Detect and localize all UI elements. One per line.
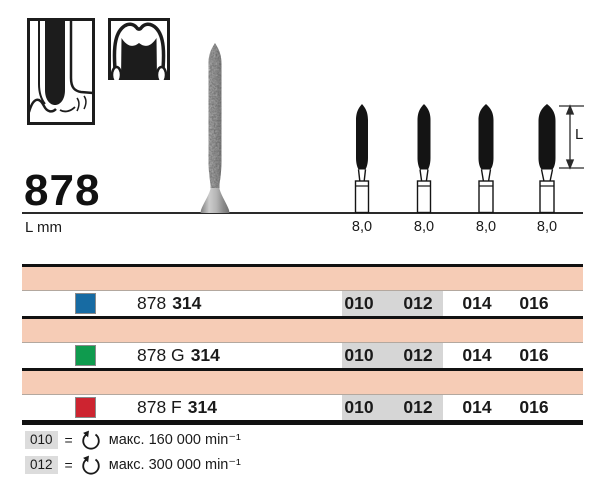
equals-sign: = [64,432,73,448]
dimension-label: L [575,126,584,143]
table-bottom-rule [22,420,583,425]
crown-margin-preparation-icon [27,18,95,125]
occlusal-cross-section-icon [108,18,170,80]
size-cell: 016 [519,293,549,313]
equals-sign: = [64,457,73,473]
baseline-rule [22,212,583,214]
tip-length-value: 8,0 [351,219,373,235]
bur-silhouette-010 [354,104,370,213]
size-cell: 010 [344,345,374,365]
product-code: 878 F 314 [137,397,217,417]
size-cell: 012 [403,293,433,313]
product-code: 878 G 314 [137,345,220,365]
legend-row: 010 = макс. 160 000 min⁻¹ [25,429,241,451]
rotation-ccw-icon [82,455,100,475]
tip-length-value: 8,0 [413,219,435,235]
max-speed-text: макс. 160 000 min⁻¹ [108,432,241,448]
table-row: 878 314 010 012 014 016 [22,291,583,316]
size-highlight-band [342,291,443,316]
size-cell: 016 [519,345,549,365]
bur-silhouette-016 [538,104,556,213]
tip-length-value: 8,0 [536,219,558,235]
rotation-ccw-icon [82,430,100,450]
table-rule [22,316,583,319]
pink-band [22,319,583,342]
pink-band [22,267,583,290]
figure-number: 878 [24,166,101,215]
bur-silhouette-012 [416,104,432,213]
size-cell: 010 [344,293,374,313]
thin-rule [22,290,583,291]
size-cell: 012 [403,345,433,365]
size-cell: 014 [462,397,492,417]
table-rule [22,368,583,371]
table-row: 878 G 314 010 012 014 016 [22,343,583,368]
color-code-square-green [75,345,96,366]
color-code-square-red [75,397,96,418]
tip-length-value: 8,0 [475,219,497,235]
legend-row: 012 = макс. 300 000 min⁻¹ [25,454,241,476]
size-chip: 012 [25,456,58,474]
size-cell: 016 [519,397,549,417]
table-rule [22,264,583,267]
bur-silhouette-014 [478,104,494,213]
size-highlight-band [342,395,443,420]
table-row: 878 F 314 010 012 014 016 [22,395,583,420]
product-table: 878 314 010 012 014 016 878 G 314 010 012 … [22,264,583,425]
thin-rule [22,342,583,343]
thin-rule [22,394,583,395]
diamond-bur-photo [200,43,230,213]
size-cell: 014 [462,293,492,313]
size-chip: 010 [25,431,58,449]
size-cell: 012 [403,397,433,417]
pink-band [22,371,583,394]
size-cell: 010 [344,397,374,417]
units-label: L mm [25,219,62,236]
product-code: 878 314 [137,293,202,313]
color-code-square-blue [75,293,96,314]
dimension-arrow [559,104,584,170]
max-speed-text: макс. 300 000 min⁻¹ [108,457,241,473]
size-cell: 014 [462,345,492,365]
size-highlight-band [342,343,443,368]
